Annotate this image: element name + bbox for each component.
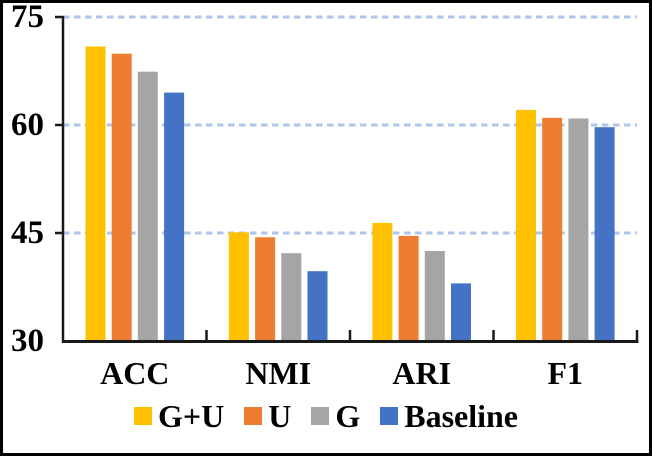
legend-item-Baseline: Baseline <box>380 398 518 434</box>
bar-ARI-G <box>424 251 445 341</box>
bar-NMI-Baseline <box>307 271 328 341</box>
bar-F1-U <box>542 117 563 341</box>
legend-swatch-icon <box>244 407 263 425</box>
legend: G+U U G Baseline <box>0 398 652 434</box>
bar-F1-Baseline <box>594 127 615 341</box>
legend-label: G+U <box>157 398 225 434</box>
bar-ARI-U <box>398 235 419 341</box>
bar-F1-G <box>568 118 589 341</box>
y-axis-label-30: 30 <box>11 323 44 359</box>
bar-NMI-U <box>255 237 276 341</box>
bar-F1-G+U <box>516 109 536 342</box>
bar-NMI-G+U <box>228 232 249 341</box>
legend-label: U <box>268 398 292 434</box>
category-label-ARI: ARI <box>392 355 452 391</box>
bar-ARI-Baseline <box>451 283 471 341</box>
y-axis-label-60: 60 <box>11 107 44 143</box>
legend-item-G: G <box>311 398 360 434</box>
legend-swatch-icon <box>380 407 399 425</box>
legend-label: G <box>335 398 361 434</box>
bar-ACC-Baseline <box>164 92 185 341</box>
legend-swatch-icon <box>311 407 330 425</box>
category-label-ACC: ACC <box>100 355 170 391</box>
y-axis-label-45: 45 <box>11 215 44 251</box>
legend-item-U: U <box>244 398 291 434</box>
y-axis-label-75: 75 <box>11 0 44 35</box>
bar-ACC-G <box>137 71 158 341</box>
bar-NMI-G <box>281 253 302 341</box>
legend-label: Baseline <box>404 398 518 434</box>
legend-item-G+U: G+U <box>133 398 225 434</box>
category-label-NMI: NMI <box>245 355 312 391</box>
bar-ACC-U <box>111 53 132 341</box>
legend-swatch-icon <box>133 407 152 425</box>
category-label-F1: F1 <box>547 355 584 391</box>
bar-ARI-G+U <box>372 222 393 341</box>
bar-ACC-G+U <box>85 46 106 341</box>
